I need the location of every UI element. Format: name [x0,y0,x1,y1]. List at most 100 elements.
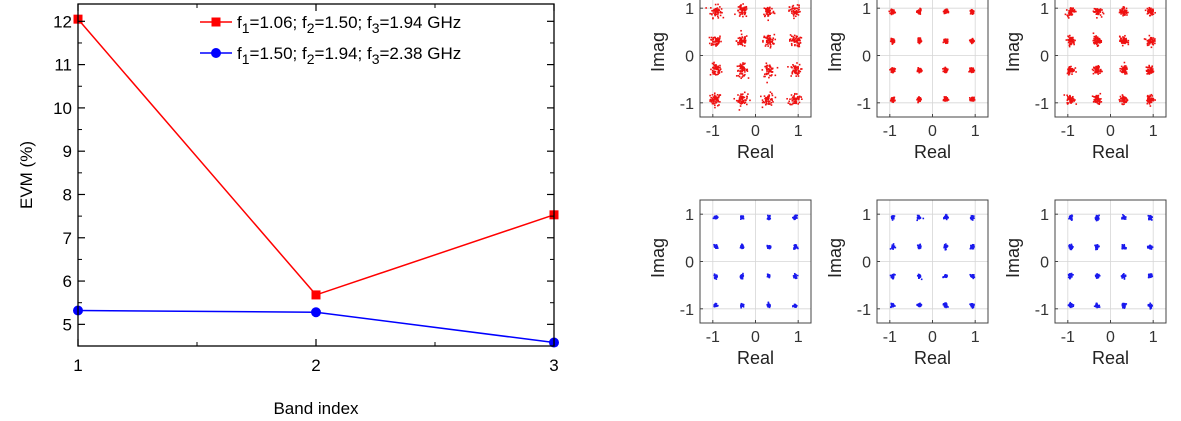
constellation-point [794,214,796,217]
constellation-point [1148,39,1150,41]
constellation-point [1098,99,1101,101]
constellation-point [1126,14,1128,16]
constellation-point [719,11,722,14]
constellation-point [797,9,800,11]
constellation-point [1149,67,1152,69]
constellation-point [1123,103,1125,105]
constellation-point [1096,101,1098,104]
constellation-point [792,7,795,10]
constellation-point [746,97,748,100]
constellation-point [943,245,946,247]
constellation-point [761,106,764,109]
constellation-point [743,96,746,99]
constellation-point [1147,98,1150,100]
constellation-point [971,217,974,220]
constellation-point [766,6,769,9]
constellation-point [715,8,718,10]
constellation-point [1123,6,1126,9]
constellation-point [1075,71,1077,73]
legend-text-part: =1.50; f [250,44,307,63]
constellation-point [1068,96,1070,99]
constellation-point [1125,9,1128,12]
constellation-point [1093,7,1096,10]
constellation-point [796,7,799,10]
constellation-point [1069,275,1072,278]
constellation-point [741,93,744,95]
constellation-point [1070,102,1073,104]
constellation-point [890,12,893,15]
constellation-point [739,67,741,70]
constellation-point [944,246,947,248]
constellation-point [766,64,769,67]
constellation-point [971,215,974,217]
constellation-point [946,11,948,14]
constellation-point [1068,273,1071,276]
constellation-point [1125,65,1127,67]
constellation-point [1095,70,1097,73]
constellation-point [890,38,892,40]
constellation-point [1121,8,1124,11]
constellation-point [946,38,949,41]
constellation-point [739,101,741,104]
constellation-point [769,103,771,105]
constellation-point [1148,100,1150,103]
constellation-point [943,243,946,246]
constellation-point [1152,8,1154,11]
constellation-point [742,39,744,42]
constellation-point [1071,101,1074,103]
constellation-point [1122,103,1124,106]
constellation-point [717,69,720,71]
constellation-point [791,72,794,75]
constellation-point [715,13,718,16]
constellation-point [917,217,920,220]
constellation-point [892,305,894,308]
constellation-point [1121,97,1123,100]
constellation-point [1066,95,1069,98]
constellation-point [892,244,895,246]
constellation-point [1148,34,1151,37]
constellation-point [1074,67,1077,69]
legend-subscript: 2 [307,20,315,36]
constellation-point [716,246,718,248]
constellation-point [1121,94,1124,96]
constellation-point [945,304,947,306]
constellation-point [1145,70,1148,73]
constellation-point [1148,247,1151,249]
constellation-point [1100,41,1102,43]
constellation-point [716,39,718,42]
constellation-point [1095,277,1098,279]
constellation-point [735,99,738,102]
constellation-point [1123,243,1126,246]
constellation-point [1066,102,1069,104]
constellation-point [789,40,791,42]
constellation-point [892,246,894,248]
constellation-point [744,39,747,42]
constellation-point [945,246,948,248]
constellation-point [737,74,740,77]
constellation-point [721,11,723,14]
constellation-point [1092,69,1095,72]
constellation-point [1123,66,1125,68]
constellation-panel: -1 0 1 1 0 -1 Real Imag [825,0,989,162]
constellation-point [889,248,892,250]
panel-x-axis-title: Real [737,142,774,162]
constellation-point [1124,71,1127,74]
constellation-point [741,245,743,248]
panel-y-axis-title: Imag [648,238,668,278]
constellation-point [718,70,720,73]
constellation-point [766,9,768,12]
constellation-point [794,41,797,43]
constellation-point [945,248,947,251]
constellation-point [1125,72,1128,75]
constellation-point [1070,40,1073,43]
constellation-point [798,95,801,98]
constellation-point [797,95,799,98]
constellation-point [1123,218,1126,220]
constellation-point [1069,277,1071,280]
constellation-point [970,218,973,221]
constellation-point [946,275,948,278]
constellation-point [740,100,742,102]
constellation-point [1094,68,1097,70]
constellation-point [919,275,922,277]
constellation-point [1096,305,1099,307]
